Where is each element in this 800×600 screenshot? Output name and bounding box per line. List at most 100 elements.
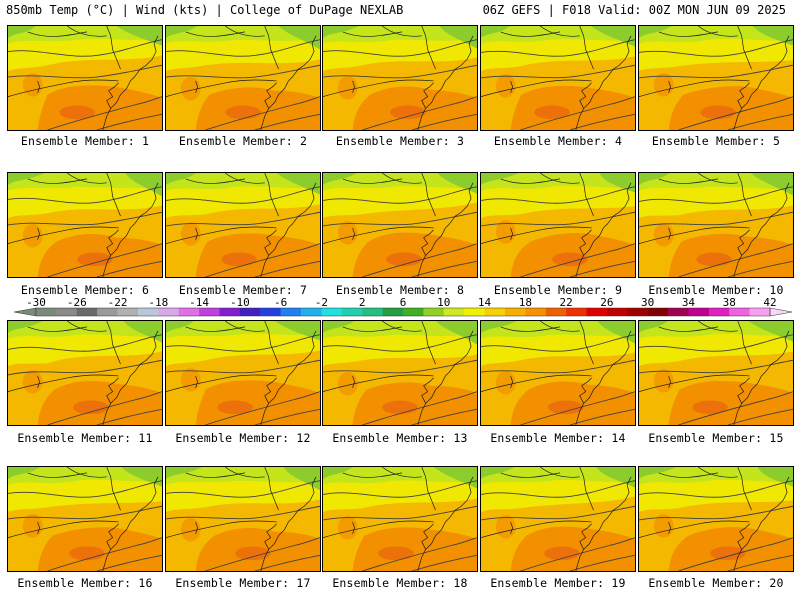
colorbar-tick-label: 18 (519, 297, 532, 309)
ensemble-map-panel (7, 25, 163, 131)
colorbar-swatch (117, 308, 139, 316)
temperature-map (166, 321, 320, 425)
colorbar-swatch (158, 308, 180, 316)
temperature-map (639, 26, 793, 130)
ensemble-map-panel (7, 172, 163, 278)
colorbar-tick-label: 2 (359, 297, 366, 309)
ensemble-member-label: Ensemble Member: 2 (178, 134, 308, 148)
colorbar-tick-label: 42 (763, 297, 776, 309)
colorbar-tick-label: -18 (148, 297, 168, 309)
ensemble-member-label: Ensemble Member: 10 (648, 283, 784, 297)
ensemble-member-label: Ensemble Member: 18 (332, 576, 468, 590)
colorbar-swatch (260, 308, 281, 316)
colorbar-swatch (199, 308, 220, 316)
ensemble-map-panel (480, 25, 636, 131)
colorbar-swatch (688, 308, 710, 316)
colorbar-tick-label: 22 (559, 297, 572, 309)
ensemble-member-label: Ensemble Member: 5 (651, 134, 781, 148)
ensemble-map-panel (322, 466, 478, 572)
temperature-map (8, 467, 162, 571)
colorbar-swatch (219, 308, 241, 316)
temperature-colorbar: -30 -26 -22 -18 -14 -10 -6 -2 2 6 10 14 18 22 26 30 34 38… (6, 297, 796, 319)
temperature-map (166, 467, 320, 571)
colorbar-swatch (403, 308, 424, 316)
ensemble-map-panel (480, 466, 636, 572)
colorbar-swatch (76, 308, 98, 316)
temperature-map (8, 26, 162, 130)
colorbar-tick-label: 38 (723, 297, 736, 309)
colorbar-tick-label: 14 (478, 297, 492, 309)
colorbar-swatch (178, 308, 200, 316)
ensemble-map-panel (322, 320, 478, 426)
temperature-map (639, 467, 793, 571)
colorbar-tick-label: -10 (230, 297, 250, 309)
ensemble-map-panel (7, 466, 163, 572)
colorbar-swatch (729, 308, 750, 316)
ensemble-map-panel (638, 320, 794, 426)
ensemble-map-panel (480, 320, 636, 426)
temperature-map (8, 321, 162, 425)
ensemble-member-label: Ensemble Member: 16 (17, 576, 153, 590)
temperature-map (323, 467, 477, 571)
ensemble-map-panel (480, 172, 636, 278)
ensemble-member-label: Ensemble Member: 7 (178, 283, 308, 297)
colorbar-swatch (586, 308, 608, 316)
colorbar-swatch (504, 308, 526, 316)
colorbar-swatch (668, 308, 689, 316)
colorbar-graphic: -30 -26 -22 -18 -14 -10 -6 -2 2 6 10 14 18 22 26 30 34 38… (13, 297, 793, 317)
colorbar-swatch (423, 308, 445, 316)
colorbar-swatch (280, 308, 302, 316)
colorbar-swatch (627, 308, 648, 316)
ensemble-member-label: Ensemble Member: 3 (335, 134, 465, 148)
ensemble-map-panel (638, 172, 794, 278)
colorbar-swatch (749, 308, 771, 316)
colorbar-swatch (56, 308, 78, 316)
colorbar-swatch (566, 308, 587, 316)
colorbar-tick-label: -26 (67, 297, 87, 309)
colorbar-swatch (525, 308, 547, 316)
ensemble-member-label: Ensemble Member: 8 (335, 283, 465, 297)
colorbar-swatch (321, 308, 343, 316)
ensemble-member-label: Ensemble Member: 14 (490, 431, 626, 445)
ensemble-member-label: Ensemble Member: 11 (17, 431, 153, 445)
colorbar-swatch (464, 308, 485, 316)
colorbar-swatch (708, 308, 730, 316)
temperature-map (166, 26, 320, 130)
colorbar-swatch (239, 308, 261, 316)
temperature-map (323, 26, 477, 130)
ensemble-map-panel (165, 172, 321, 278)
colorbar-swatch (301, 308, 322, 316)
run-valid-time: 06Z GEFS | F018 Valid: 00Z MON JUN 09 20… (482, 3, 786, 17)
colorbar-tick-label: 6 (400, 297, 407, 309)
colorbar-tick-label: -22 (108, 297, 128, 309)
ensemble-member-label: Ensemble Member: 13 (332, 431, 468, 445)
colorbar-tick-label: -14 (189, 297, 209, 309)
temperature-map (639, 321, 793, 425)
ensemble-map-panel (165, 466, 321, 572)
colorbar-swatch (137, 308, 159, 316)
ensemble-map-panel (638, 466, 794, 572)
ensemble-member-label: Ensemble Member: 4 (493, 134, 623, 148)
colorbar-tick-label: -2 (315, 297, 328, 309)
ensemble-member-label: Ensemble Member: 1 (20, 134, 150, 148)
ensemble-member-label: Ensemble Member: 12 (175, 431, 311, 445)
temperature-map (481, 321, 635, 425)
colorbar-swatch (382, 308, 404, 316)
colorbar-swatch (362, 308, 383, 316)
colorbar-swatch (341, 308, 363, 316)
ensemble-member-label: Ensemble Member: 19 (490, 576, 626, 590)
colorbar-tick-label: 30 (641, 297, 654, 309)
colorbar-swatch (36, 308, 57, 316)
ensemble-map-panel (322, 25, 478, 131)
colorbar-swatch (545, 308, 567, 316)
ensemble-member-label: Ensemble Member: 9 (493, 283, 623, 297)
temperature-map (8, 173, 162, 277)
ensemble-member-label: Ensemble Member: 6 (20, 283, 150, 297)
colorbar-tick-label: 26 (600, 297, 613, 309)
colorbar-max-arrow (769, 307, 793, 317)
colorbar-swatch (97, 308, 118, 316)
ensemble-map-panel (165, 320, 321, 426)
ensemble-member-label: Ensemble Member: 15 (648, 431, 784, 445)
ensemble-member-label: Ensemble Member: 20 (648, 576, 784, 590)
colorbar-min-arrow (13, 307, 37, 317)
